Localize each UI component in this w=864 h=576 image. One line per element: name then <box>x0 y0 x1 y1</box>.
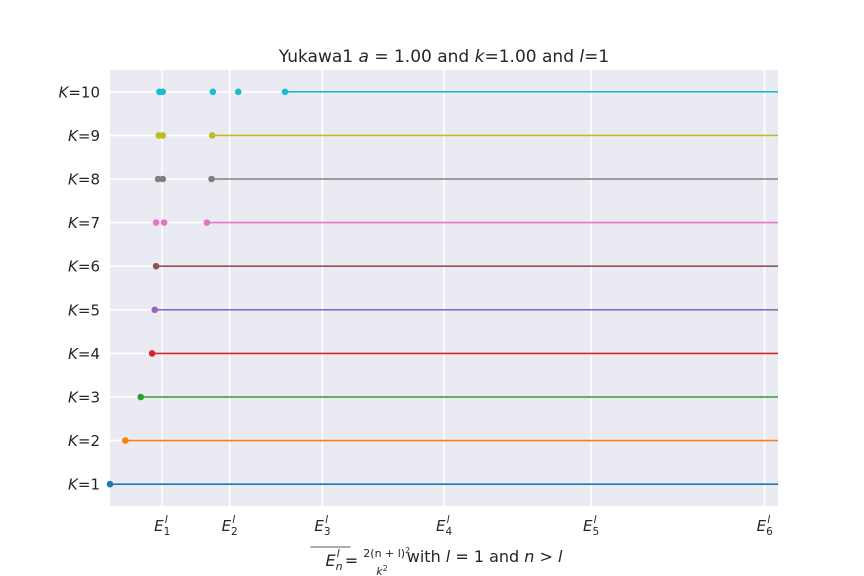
data-point <box>159 88 167 96</box>
y-tick-label: K=3 <box>68 389 100 407</box>
series-k1 <box>106 480 778 488</box>
series-k10 <box>156 88 778 96</box>
y-axis-ticks: K=1 K=2 K=3 K=4 K=5 K=6 K=7 K=8 K=9 K=10 <box>59 83 101 493</box>
x-tick-label: E3l <box>314 514 330 538</box>
data-point <box>234 88 242 96</box>
data-point <box>159 132 167 139</box>
data-point <box>203 219 211 226</box>
series-k2 <box>122 437 778 444</box>
data-point <box>137 393 145 401</box>
x-tick-label: E2l <box>222 514 238 538</box>
y-tick-label: K=2 <box>68 432 100 450</box>
data-point <box>208 175 215 183</box>
y-tick-label: K=7 <box>68 214 100 232</box>
data-point <box>209 88 217 96</box>
data-point <box>154 175 162 183</box>
chart-title: Yukawa1 a = 1.00 and k=1.00 and l=1 <box>278 47 609 67</box>
series-k6 <box>152 262 778 270</box>
data-point <box>152 262 160 270</box>
series-k5 <box>151 306 778 314</box>
y-tick-label: K=10 <box>59 83 101 101</box>
x-tick-label: E1l <box>154 514 170 538</box>
data-point <box>151 306 159 314</box>
data-point <box>122 437 129 444</box>
series-k8 <box>154 175 778 183</box>
data-point <box>159 175 167 183</box>
x-tick-label: E6l <box>757 514 773 538</box>
data-point <box>152 219 160 226</box>
data-point <box>281 88 289 96</box>
series-k7 <box>152 219 778 226</box>
data-point <box>208 132 216 139</box>
y-tick-label: K=1 <box>68 476 100 494</box>
y-tick-label: K=8 <box>68 171 100 189</box>
x-tick-label: E4l <box>436 514 452 538</box>
x-axis-ticks: E1l E2l E3l E4l E5l E6l <box>154 514 773 538</box>
y-tick-label: K=4 <box>68 345 100 363</box>
series-k4 <box>148 350 778 357</box>
data-point <box>160 219 168 226</box>
data-point <box>148 350 156 357</box>
data-point <box>106 480 114 488</box>
series-k9 <box>155 132 778 139</box>
x-axis-label: Enl = 2(n + l)2 k2 with l = 1 and n > l <box>326 546 563 576</box>
y-tick-label: K=5 <box>68 301 100 319</box>
y-tick-label: K=6 <box>68 258 100 276</box>
x-tick-label: E5l <box>583 514 599 538</box>
y-tick-label: K=9 <box>68 127 100 145</box>
series-k3 <box>137 393 778 401</box>
series-layer <box>106 88 778 488</box>
